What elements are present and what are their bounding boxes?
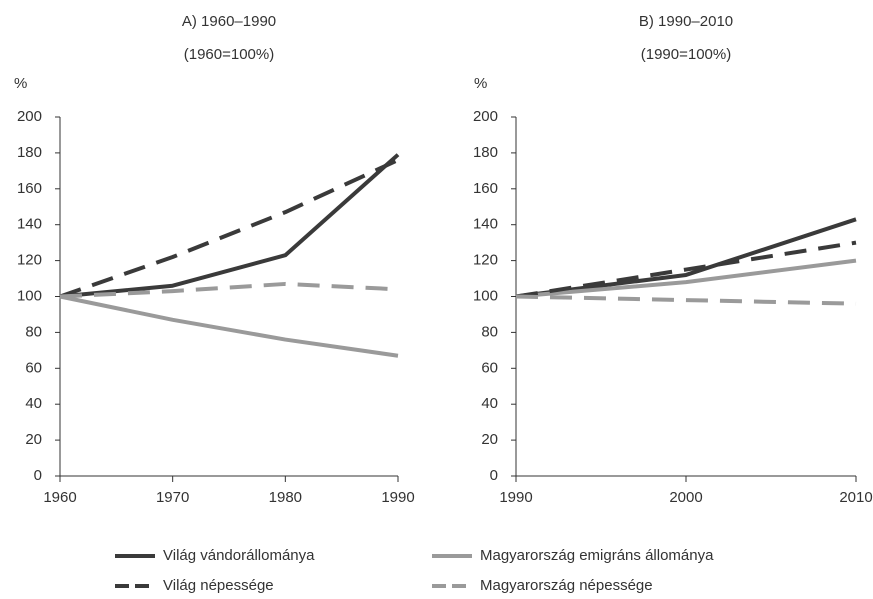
y-tick-label: 60 — [481, 359, 498, 376]
series-line — [515, 217, 857, 299]
y-tick-label: 180 — [17, 144, 42, 161]
y-axis-label: % — [14, 75, 27, 92]
y-tick-label: 160 — [17, 180, 42, 197]
y-tick-label: 120 — [473, 252, 498, 269]
y-tick-label: 140 — [473, 216, 498, 233]
series-line — [59, 153, 400, 299]
y-tick-label: 0 — [34, 467, 42, 484]
y-tick-label: 0 — [490, 467, 498, 484]
y-tick-label: 200 — [473, 108, 498, 125]
x-tick-label: 2000 — [669, 489, 702, 506]
y-tick-label: 100 — [17, 287, 42, 304]
chart-title: B) 1990–2010 — [639, 13, 733, 30]
x-tick-label: 1970 — [156, 489, 189, 506]
series-line — [515, 240, 857, 299]
legend-label: Világ népessége — [163, 577, 274, 594]
y-tick-label: 60 — [25, 359, 42, 376]
y-tick-label: 100 — [473, 287, 498, 304]
y-tick-label: 40 — [25, 395, 42, 412]
y-tick-label: 80 — [481, 323, 498, 340]
x-tick-label: 1990 — [499, 489, 532, 506]
x-tick-label: 1990 — [381, 489, 414, 506]
y-tick-label: 200 — [17, 108, 42, 125]
legend-label: Világ vándorállománya — [163, 547, 315, 564]
legend-label: Magyarország emigráns állománya — [480, 547, 714, 564]
y-tick-label: 40 — [481, 395, 498, 412]
y-tick-label: 180 — [473, 144, 498, 161]
series-line — [59, 158, 399, 299]
x-tick-label: 1980 — [269, 489, 302, 506]
y-tick-label: 140 — [17, 216, 42, 233]
x-tick-label: 1960 — [43, 489, 76, 506]
y-tick-label: 120 — [17, 252, 42, 269]
series-line — [515, 258, 857, 299]
chart-subtitle: (1990=100%) — [641, 46, 731, 63]
series-line — [59, 294, 399, 358]
y-tick-label: 160 — [473, 180, 498, 197]
y-tick-label: 80 — [25, 323, 42, 340]
y-axis-label: % — [474, 75, 487, 92]
y-tick-label: 20 — [481, 431, 498, 448]
legend-label: Magyarország népessége — [480, 577, 653, 594]
series-line — [515, 294, 857, 306]
series-line — [59, 281, 399, 299]
chart-title: A) 1960–1990 — [182, 13, 276, 30]
x-tick-label: 2010 — [839, 489, 872, 506]
chart-subtitle: (1960=100%) — [184, 46, 274, 63]
y-tick-label: 20 — [25, 431, 42, 448]
